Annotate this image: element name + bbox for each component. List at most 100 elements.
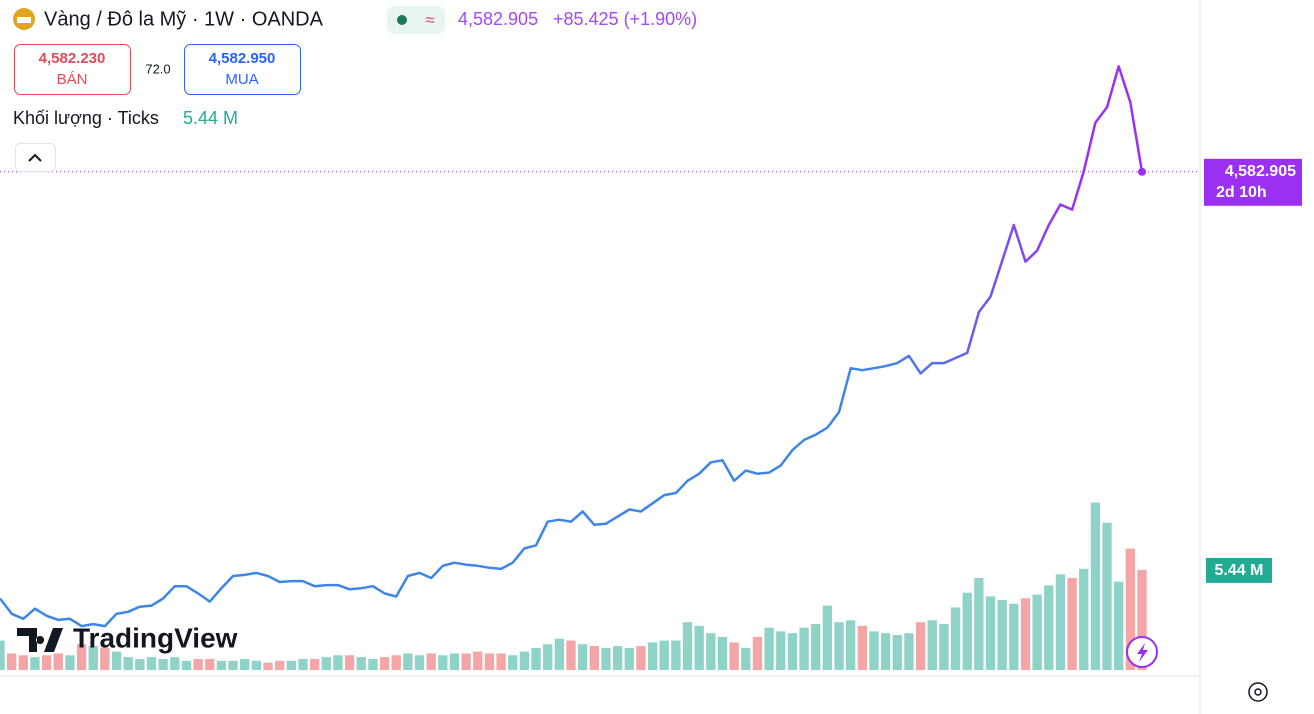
- settings-button[interactable]: [1248, 682, 1268, 702]
- volume-bar: [682, 622, 693, 670]
- volume-bar: [1137, 569, 1147, 670]
- volume-bar: [1067, 578, 1077, 670]
- volume-bar: [939, 624, 949, 670]
- volume-bar: [1044, 585, 1054, 670]
- volume-bar: [111, 651, 122, 670]
- volume-bar: [531, 647, 541, 670]
- collapse-button[interactable]: [15, 143, 56, 172]
- volume-bar: [508, 655, 518, 670]
- volume-bar: [1079, 568, 1089, 670]
- buy-button[interactable]: [184, 44, 301, 95]
- volume-bar: [0, 640, 5, 670]
- sell-button[interactable]: [14, 44, 131, 95]
- volume-bar: [286, 660, 296, 670]
- volume-bar: [962, 592, 972, 670]
- buy-label: MUA: [225, 71, 258, 88]
- volume-legend: Khối lượng · Ticks: [13, 108, 159, 128]
- sell-price: 4,582.230: [39, 50, 106, 67]
- volume-legend-value: 5.44 M: [183, 108, 238, 128]
- volume-bar: [647, 642, 658, 670]
- volume-bar: [1020, 598, 1031, 670]
- volume-bar: [240, 658, 250, 670]
- volume-bar: [659, 640, 669, 670]
- volume-bar: [904, 633, 914, 670]
- volume-bar: [449, 653, 460, 670]
- volume-bar: [752, 636, 763, 670]
- volume-bar: [1114, 581, 1124, 670]
- volume-bar: [18, 655, 28, 670]
- brand-name: TradingView: [73, 622, 238, 653]
- volume-bar: [1032, 594, 1042, 670]
- volume-bar: [100, 647, 110, 670]
- volume-bar: [333, 655, 343, 670]
- last-point: [1138, 167, 1146, 176]
- volume-bar: [671, 640, 681, 670]
- volume-bar: [636, 646, 646, 670]
- volume-bar: [181, 660, 192, 670]
- volume-bar: [170, 657, 180, 670]
- alert-icon: [1137, 643, 1148, 662]
- volume-bar: [426, 653, 436, 670]
- volume-bar: [438, 655, 448, 670]
- volume-bar: [403, 653, 413, 670]
- volume-bar: [846, 620, 856, 670]
- volume-bar: [414, 655, 425, 670]
- volume-bar: [974, 578, 984, 670]
- volume-bar: [484, 653, 495, 670]
- volume-bar: [228, 660, 238, 670]
- brand-logo: [17, 628, 63, 652]
- volume-bar: [985, 596, 996, 670]
- volume-bar: [892, 635, 902, 670]
- volume-bar: [776, 631, 786, 670]
- volume-bar: [135, 658, 145, 670]
- volume-bar: [275, 660, 285, 670]
- volume-bar: [612, 646, 623, 670]
- price-tag: [1204, 158, 1302, 206]
- settings-icon: [1254, 688, 1262, 696]
- volume-bar: [76, 644, 87, 670]
- volume-bar: [461, 653, 471, 670]
- volume-bar: [309, 658, 320, 670]
- buy-price: 4,582.950: [209, 50, 276, 67]
- spread: 72.0: [145, 61, 170, 76]
- price-change: +85.425 (+1.90%): [553, 9, 697, 29]
- volume-bar: [263, 662, 273, 670]
- volume-bar: [543, 644, 553, 670]
- volume-bar: [589, 646, 599, 670]
- volume-bar: [811, 624, 821, 670]
- volume-bar: [321, 657, 331, 670]
- volume-bar: [146, 657, 157, 670]
- volume-bar: [65, 655, 75, 670]
- volume-bar: [799, 627, 809, 670]
- volume-bar: [1125, 548, 1136, 670]
- volume-bar: [30, 657, 40, 670]
- volume-bar: [857, 625, 867, 670]
- volume-bar: [6, 653, 17, 670]
- volume-tag: [1206, 557, 1272, 583]
- volume-bar: [601, 647, 611, 670]
- volume-bar: [915, 622, 926, 670]
- volume-bar: [53, 653, 63, 670]
- volume-bar: [764, 627, 774, 670]
- volume-bar: [123, 657, 133, 670]
- volume-bar: [554, 638, 565, 670]
- volume-bar: [193, 658, 203, 670]
- collapse-icon: [28, 153, 42, 162]
- volume-tag-value: 5.44 M: [1215, 562, 1264, 579]
- volume-bar: [880, 633, 891, 670]
- status-badge[interactable]: [387, 6, 445, 34]
- volume-bar: [694, 625, 704, 670]
- volume-bar: [251, 660, 262, 670]
- volume-bar: [473, 651, 483, 670]
- volume-bar: [624, 647, 634, 670]
- status-icon: ≈: [425, 10, 434, 29]
- volume-bar: [834, 622, 844, 670]
- symbol-icon: [17, 17, 31, 23]
- volume-bar: [729, 642, 739, 670]
- volume-bar: [1102, 522, 1112, 670]
- volume-bar: [496, 653, 506, 670]
- price-line: [0, 65, 1144, 628]
- volume-bar: [158, 658, 168, 670]
- volume-bar: [869, 631, 879, 670]
